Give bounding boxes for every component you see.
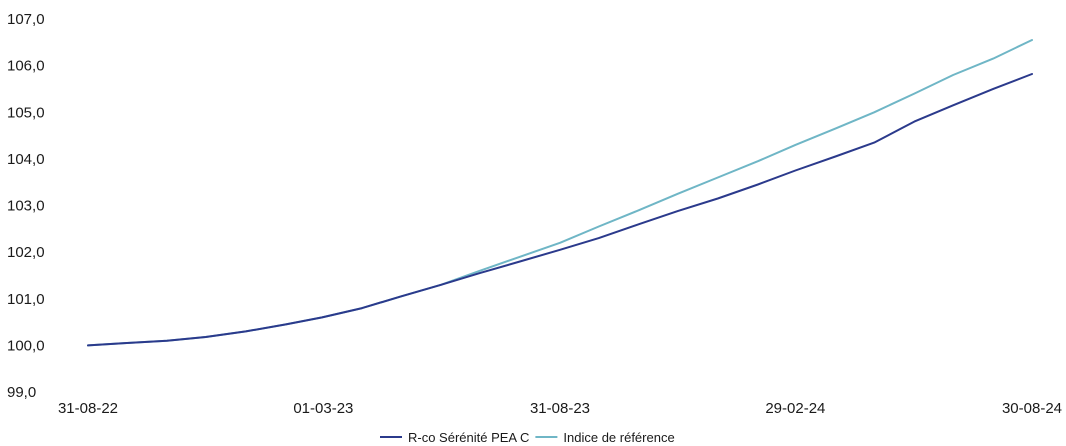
x-tick-label: 01-03-23 [293, 400, 353, 417]
series-layer [87, 39, 1033, 347]
y-tick-label: 104,0 [7, 151, 45, 168]
y-tick-label: 105,0 [7, 104, 45, 121]
x-tick-label: 31-08-23 [530, 400, 590, 417]
y-axis: 99,0 100,0 101,0 102,0 103,0 104,0 105,0 106,0 1… [7, 11, 45, 401]
x-tick-label: 29-02-24 [765, 400, 825, 417]
series-line [87, 73, 1033, 347]
x-axis: 31-08-22 01-03-23 31-08-23 29-02-24 30-08-24 [58, 400, 1062, 417]
y-tick-label: 101,0 [7, 291, 45, 308]
x-tick-label: 30-08-24 [1002, 400, 1062, 417]
legend: R-co Sérénité PEA C Indice de référence [380, 430, 675, 445]
y-tick-label: 107,0 [7, 11, 45, 28]
x-tick-label: 31-08-22 [58, 400, 118, 417]
y-tick-label: 102,0 [7, 244, 45, 261]
legend-label: Indice de référence [563, 430, 674, 445]
y-tick-label: 100,0 [7, 337, 45, 354]
y-tick-label: 99,0 [7, 384, 36, 401]
series-line [87, 39, 1033, 347]
y-tick-label: 106,0 [7, 58, 45, 75]
legend-label: R-co Sérénité PEA C [408, 430, 529, 445]
y-tick-label: 103,0 [7, 198, 45, 215]
